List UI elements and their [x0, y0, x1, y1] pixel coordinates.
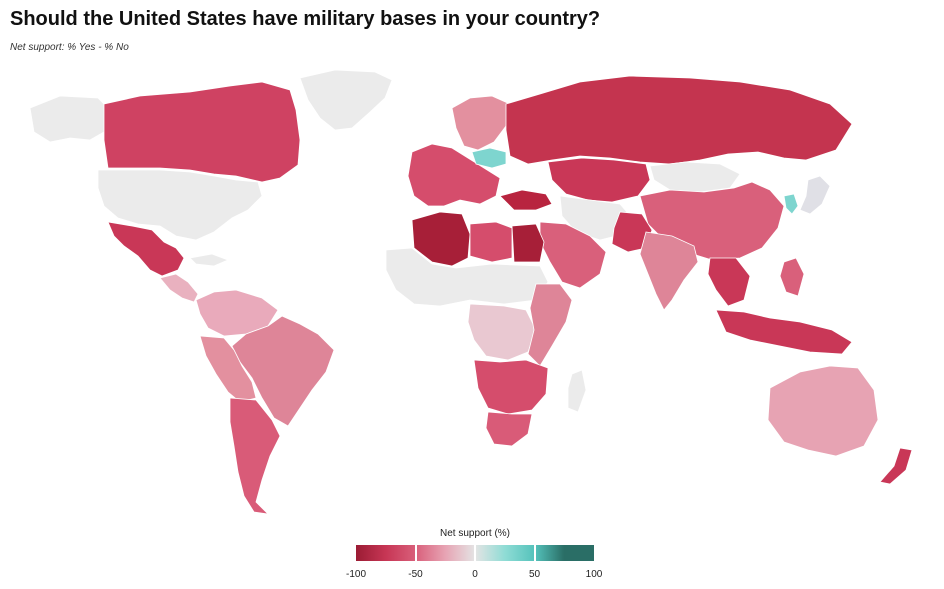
- region-korea[interactable]: [783, 193, 799, 215]
- legend-color-bar: [356, 545, 594, 561]
- region-kazakhstan-central-asia[interactable]: [547, 157, 651, 203]
- region-southern-africa[interactable]: [473, 359, 549, 415]
- region-russia[interactable]: [505, 75, 853, 165]
- region-pakistan[interactable]: [611, 211, 653, 253]
- region-turkey[interactable]: [499, 189, 553, 211]
- page-title: Should the United States have military b…: [10, 8, 601, 30]
- region-central-america[interactable]: [159, 273, 199, 303]
- region-india[interactable]: [639, 231, 699, 311]
- region-mongolia[interactable]: [649, 161, 741, 193]
- legend-separator: [533, 545, 536, 561]
- region-australia[interactable]: [767, 365, 879, 457]
- region-poland[interactable]: [471, 147, 507, 169]
- region-east-africa[interactable]: [527, 283, 573, 367]
- legend-color-segment: [356, 545, 386, 561]
- legend-tick-label: 100: [585, 569, 603, 580]
- world-map: [29, 69, 913, 515]
- legend-color-segment: [445, 545, 475, 561]
- region-west-europe[interactable]: [407, 143, 501, 207]
- legend-tick-label: -50: [408, 569, 423, 580]
- region-cuba[interactable]: [189, 253, 230, 267]
- legend-color-segment: [415, 545, 446, 561]
- region-argentina-chile[interactable]: [229, 397, 281, 515]
- legend-title: Net support (%): [439, 528, 511, 539]
- legend-separator: [474, 545, 476, 561]
- region-southeast-asia[interactable]: [707, 257, 751, 307]
- legend-tick-label: 50: [528, 569, 541, 580]
- region-libya[interactable]: [469, 221, 513, 263]
- region-new-zealand[interactable]: [879, 447, 913, 485]
- region-philippines[interactable]: [779, 257, 805, 297]
- region-brazil[interactable]: [231, 315, 335, 427]
- region-madagascar[interactable]: [567, 369, 587, 413]
- region-mexico[interactable]: [107, 221, 185, 277]
- region-scandinavia[interactable]: [451, 95, 511, 151]
- region-algeria[interactable]: [411, 211, 471, 267]
- region-alaska[interactable]: [29, 95, 109, 143]
- region-indonesia[interactable]: [715, 309, 853, 355]
- region-canada[interactable]: [103, 81, 301, 183]
- legend-color-segment: [564, 545, 594, 561]
- region-arabia[interactable]: [539, 221, 607, 289]
- legend-color-segment: [504, 545, 535, 561]
- region-greenland[interactable]: [299, 69, 393, 131]
- legend-tick-label: 0: [472, 569, 478, 580]
- legend-color-segment: [475, 545, 505, 561]
- region-south-africa[interactable]: [485, 411, 533, 447]
- page-subtitle: Net support: % Yes - % No: [10, 42, 129, 53]
- legend-color-segment: [385, 545, 416, 561]
- legend-color-segment: [534, 545, 565, 561]
- region-japan[interactable]: [799, 175, 831, 215]
- legend-ticks: -100 -50 0 50 100: [346, 569, 602, 583]
- legend-separator: [414, 545, 417, 561]
- legend-tick-label: -100: [345, 569, 367, 580]
- region-usa[interactable]: [97, 169, 263, 241]
- region-peru-bolivia[interactable]: [199, 335, 257, 403]
- region-central-africa[interactable]: [467, 303, 537, 361]
- region-egypt[interactable]: [511, 223, 545, 263]
